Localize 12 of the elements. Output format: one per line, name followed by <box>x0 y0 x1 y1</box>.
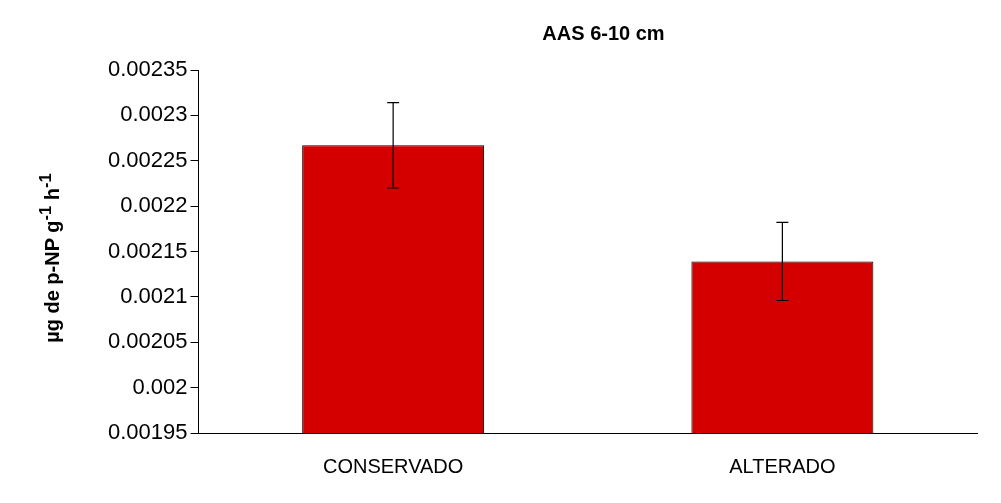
y-tick-label: 0.0021 <box>120 282 188 308</box>
y-tick-label: 0.00195 <box>107 419 188 445</box>
y-tick-label: 0.0022 <box>120 192 188 218</box>
x-tick-label: ALTERADO <box>729 454 836 477</box>
x-tick-label: CONSERVADO <box>322 454 464 477</box>
y-tick-label: 0.002 <box>132 373 188 399</box>
y-tick-label: 0.0023 <box>120 101 188 127</box>
y-tick-label: 0.00205 <box>107 328 188 354</box>
chart-title: AAS 6-10 cm <box>541 22 666 45</box>
y-tick-label: 0.00225 <box>107 146 188 172</box>
y-tick-label: 0.00235 <box>107 56 188 82</box>
y-tick-label: 0.00215 <box>107 237 188 263</box>
